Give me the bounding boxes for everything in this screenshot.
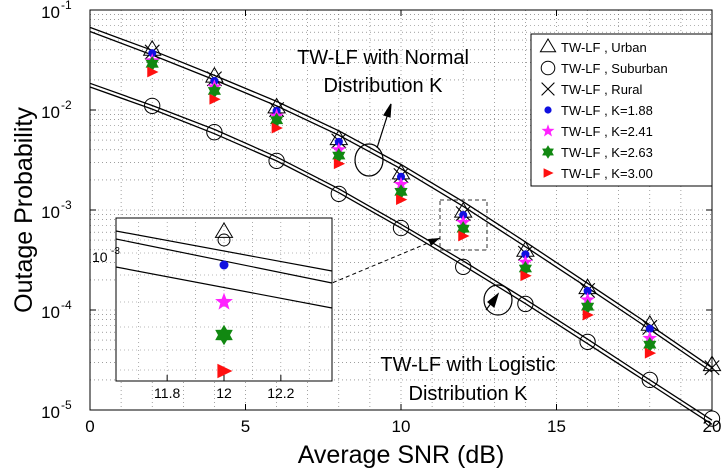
legend-label-0: TW-LF , Urban: [561, 40, 647, 55]
series-6-point: [147, 66, 159, 78]
series-6-point: [582, 309, 594, 321]
y-tick-exponent: -5: [61, 398, 72, 412]
y-tick-label: 10: [41, 303, 60, 322]
inset-marker-suburban: [217, 233, 231, 247]
x-tick-label: 10: [392, 417, 411, 436]
y-tick-exponent: -1: [61, 0, 72, 12]
series-1-point: [517, 295, 534, 313]
inset-marker-k300: [217, 363, 233, 379]
series-3-point: [583, 286, 592, 296]
series-1-point: [392, 219, 410, 237]
zoom-connector: [331, 237, 441, 284]
series-3-point: [396, 172, 406, 181]
legend-marker-2-b: [541, 82, 555, 96]
annotation-normal-line1: TW-LF with Normal: [297, 47, 469, 69]
legend-marker-3: [544, 106, 552, 114]
series-1-point: [144, 97, 161, 115]
legend-marker-5: [542, 145, 554, 159]
series-6-point: [396, 194, 408, 206]
x-tick-label: 0: [85, 417, 94, 436]
series-1-point: [206, 124, 223, 141]
zoom-box: [439, 199, 488, 251]
series-3-point: [148, 49, 157, 58]
legend-label-4: TW-LF , K=2.41: [561, 124, 653, 139]
x-axis-ticks: 0 5 10 15 20: [85, 10, 721, 436]
legend-marker-2: [541, 82, 555, 96]
y-tick-label: 10: [41, 403, 60, 422]
series-3-point: [334, 137, 343, 146]
series-6-point: [458, 230, 470, 242]
y-tick-exponent: -3: [61, 198, 72, 212]
annotation-arrows: [354, 103, 513, 316]
inset-marker-k263: [215, 324, 233, 346]
y-tick-exponent: -2: [61, 98, 72, 112]
inset-y-tick-label: 10: [92, 249, 108, 265]
y-tick-label: 10: [41, 3, 60, 22]
y-tick-label: 10: [41, 203, 60, 222]
curve-normal-1: [89, 30, 713, 373]
data-markers: [142, 39, 722, 427]
legend-label-6: TW-LF , K=3.00: [561, 166, 653, 181]
x-tick-label: 5: [241, 417, 250, 436]
inset-zoom: 11.8 12 12.2 10 -3: [92, 217, 333, 401]
series-5-point: [643, 337, 657, 353]
legend-label-3: TW-LF , K=1.88: [561, 103, 653, 118]
legend-marker-4: [541, 124, 555, 137]
x-axis-label: Average SNR (dB): [298, 441, 505, 469]
series-1-point: [268, 152, 285, 170]
y-axis-ticks: 10-110-210-310-410-5: [41, 0, 712, 422]
legend-label-5: TW-LF , K=2.63: [561, 145, 653, 160]
inset-marker-k188: [219, 260, 229, 270]
curve-logistic-2: [89, 82, 713, 421]
inset-curve-normal-1: [115, 230, 333, 272]
y-tick-label: 10: [41, 103, 60, 122]
zoom-connector-arrowhead: [428, 238, 440, 246]
x-tick-label: 15: [547, 417, 566, 436]
annotation-normal-line2: Distribution K: [324, 75, 444, 97]
series-5-point: [394, 184, 408, 200]
inset-x-tick-label: 11.8: [154, 385, 180, 401]
legend-marker-0: [539, 38, 557, 53]
series-6-point: [271, 122, 283, 134]
series-1-point: [641, 371, 658, 389]
y-tick-exponent: -4: [61, 298, 72, 312]
inset-marker-k241: [215, 292, 233, 310]
legend-label-1: TW-LF , Suburban: [561, 61, 668, 76]
legend-label-2: TW-LF , Rural: [561, 82, 642, 97]
legend-marker-1: [540, 60, 556, 76]
series-3-point: [645, 324, 654, 333]
legend: TW-LF , Urban TW-LF , Suburban TW-LF , Rur…: [530, 33, 713, 187]
series-6-point: [520, 270, 532, 282]
inset-x-tick-label: 12.2: [267, 385, 294, 401]
annotation-logistic-line1: TW-LF with Logistic: [380, 354, 555, 376]
series-1-point: [330, 185, 347, 203]
series-6-point: [644, 347, 657, 359]
series-6-point: [333, 158, 346, 170]
series-6-point: [209, 93, 221, 105]
series-3-point: [521, 250, 530, 259]
inset-curve-normal-3: [115, 266, 333, 309]
inset-marker-urban: [214, 222, 234, 238]
series-1-point: [703, 410, 721, 427]
inset-y-tick-exponent: -3: [111, 246, 120, 257]
inset-x-tick-label: 12: [216, 385, 232, 401]
series-4-point: [393, 176, 409, 191]
annotation-logistic-line2: Distribution K: [409, 383, 529, 405]
grid: [90, 10, 712, 411]
inset-content: 11.8 12 12.2 10 -3: [92, 222, 333, 401]
x-tick-label: 20: [703, 417, 722, 436]
legend-box: [530, 33, 713, 187]
curve-logistic-3: [89, 86, 713, 425]
legend-marker-6: [543, 168, 554, 178]
series-1-point: [455, 258, 472, 276]
series-1-point: [579, 333, 596, 351]
y-axis-label: Outage Probability: [10, 107, 38, 313]
